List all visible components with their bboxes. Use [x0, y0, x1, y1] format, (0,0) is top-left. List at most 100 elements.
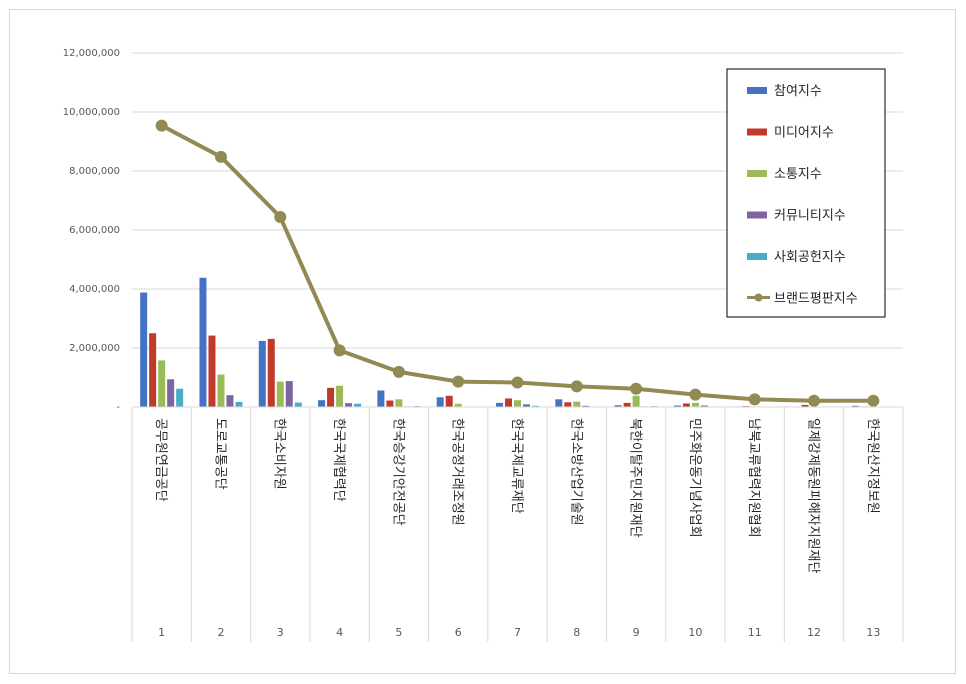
legend-box — [726, 68, 886, 318]
y-tick-label: - — [116, 402, 120, 413]
category-number: 13 — [866, 626, 880, 639]
category-label: 공무원연금공단 — [153, 418, 168, 502]
bar-2-9 — [623, 402, 631, 407]
bar-1-9 — [614, 405, 622, 407]
y-tick-label: 8,000,000 — [69, 166, 120, 177]
legend-label-4: 커뮤니티지수 — [774, 209, 846, 224]
bar-3-1 — [158, 360, 166, 407]
bar-4-8 — [582, 405, 590, 407]
bar-1-2 — [199, 277, 207, 407]
bar-4-1 — [167, 379, 175, 407]
category-label: 북한이탈주민지원재단 — [628, 418, 643, 538]
chart-frame: - 2,000,000 4,000,000 6,000,000 8,000,000 10,… — [9, 9, 956, 674]
bar-3-7 — [514, 400, 521, 407]
brand-index-line — [155, 119, 880, 407]
brand-index-point-13 — [867, 394, 880, 407]
bar-2-7 — [505, 398, 512, 407]
bar-1-8 — [555, 399, 563, 407]
brand-index-point-6 — [452, 375, 465, 388]
y-tick-label: 6,000,000 — [69, 225, 120, 236]
brand-index-point-9 — [630, 382, 643, 395]
chart-canvas: - 2,000,000 4,000,000 6,000,000 8,000,000 10,… — [63, 48, 904, 642]
category-number: 10 — [688, 626, 702, 639]
bar-2-6 — [445, 395, 453, 407]
brand-index-point-7 — [511, 376, 524, 389]
brand-index-point-11 — [748, 393, 761, 406]
bar-1-4 — [318, 400, 326, 407]
category-number: 4 — [336, 626, 343, 639]
brand-index-point-3 — [274, 211, 287, 224]
category-label: 한국국제협력단 — [331, 418, 346, 502]
category-number: 2 — [217, 626, 224, 639]
legend-label-3: 소통지수 — [774, 167, 822, 182]
x-axis: 공무원연금공단 1 도로교통공단 2 한국소비자원 3 한국국제협력단 4 한국승강기안전공단 5… — [131, 406, 904, 642]
bar-3-3 — [276, 381, 284, 407]
brand-index-point-10 — [689, 388, 702, 401]
y-tick-label: 2,000,000 — [69, 343, 120, 354]
category-label: 민주화운동기념사업회 — [687, 418, 702, 538]
category-number: 3 — [277, 626, 284, 639]
legend-label-1: 참여지수 — [774, 84, 822, 99]
brand-index-point-8 — [570, 380, 583, 393]
bar-2-5 — [386, 400, 394, 407]
legend-label-5: 사회공헌지수 — [774, 250, 846, 265]
bar-2-8 — [564, 402, 572, 407]
bar-2-10 — [682, 403, 690, 407]
legend-line-marker — [754, 293, 763, 302]
brand-index-point-2 — [214, 150, 227, 163]
bars — [140, 277, 895, 408]
category-label: 한국공정거래조정원 — [450, 418, 465, 526]
category-number: 1 — [158, 626, 165, 639]
bar-4-7 — [523, 404, 530, 407]
bar-3-4 — [336, 385, 344, 407]
bar-1-1 — [140, 292, 148, 407]
bar-4-2 — [226, 395, 234, 407]
category-number: 9 — [633, 626, 640, 639]
bar-4-3 — [285, 381, 293, 407]
category-number: 7 — [514, 626, 521, 639]
category-label: 한국승강기안전공단 — [390, 418, 405, 526]
y-tick-label: 12,000,000 — [63, 48, 120, 59]
bar-1-6 — [436, 397, 444, 407]
bar-4-4 — [345, 403, 353, 407]
bar-3-9 — [632, 395, 640, 407]
legend-swatch-3 — [747, 170, 767, 177]
category-number: 8 — [573, 626, 580, 639]
category-label: 일제강제동원피해자지원재단 — [805, 418, 820, 574]
legend-label-line: 브랜드평판지수 — [774, 292, 858, 307]
bar-2-12 — [801, 404, 809, 407]
bar-2-2 — [208, 335, 216, 407]
bar-5-2 — [235, 401, 243, 407]
bar-3-10 — [691, 402, 699, 407]
category-label: 한국소방산업기술원 — [568, 418, 583, 526]
y-axis: - 2,000,000 4,000,000 6,000,000 8,000,000 10,… — [63, 48, 121, 413]
legend-swatch-5 — [747, 253, 767, 260]
bar-1-5 — [377, 390, 385, 407]
category-number: 12 — [807, 626, 821, 639]
bar-1-13 — [851, 405, 859, 407]
bar-3-5 — [395, 399, 403, 407]
legend-swatch-2 — [747, 128, 767, 136]
category-number: 6 — [455, 626, 462, 639]
bar-2-4 — [327, 387, 335, 407]
y-tick-label: 4,000,000 — [69, 284, 120, 295]
bar-4-10 — [700, 405, 708, 407]
brand-index-point-4 — [333, 344, 346, 357]
bar-5-3 — [294, 402, 302, 407]
bar-3-6 — [454, 403, 462, 407]
legend-label-2: 미디어지수 — [774, 126, 834, 141]
y-tick-label: 10,000,000 — [63, 107, 120, 118]
category-label: 도로교통공단 — [212, 418, 227, 490]
category-label: 한국소비자원 — [272, 418, 287, 490]
brand-index-point-1 — [155, 119, 168, 132]
bar-5-1 — [176, 388, 184, 407]
bar-1-10 — [673, 405, 681, 407]
category-number: 11 — [748, 626, 762, 639]
bar-5-7 — [532, 405, 539, 407]
category-label: 한국국제교류재단 — [509, 418, 524, 514]
category-label: 남북교류협력지원협회 — [746, 418, 761, 538]
category-number: 5 — [395, 626, 402, 639]
legend-swatch-4 — [747, 211, 767, 219]
bar-2-3 — [267, 338, 275, 407]
